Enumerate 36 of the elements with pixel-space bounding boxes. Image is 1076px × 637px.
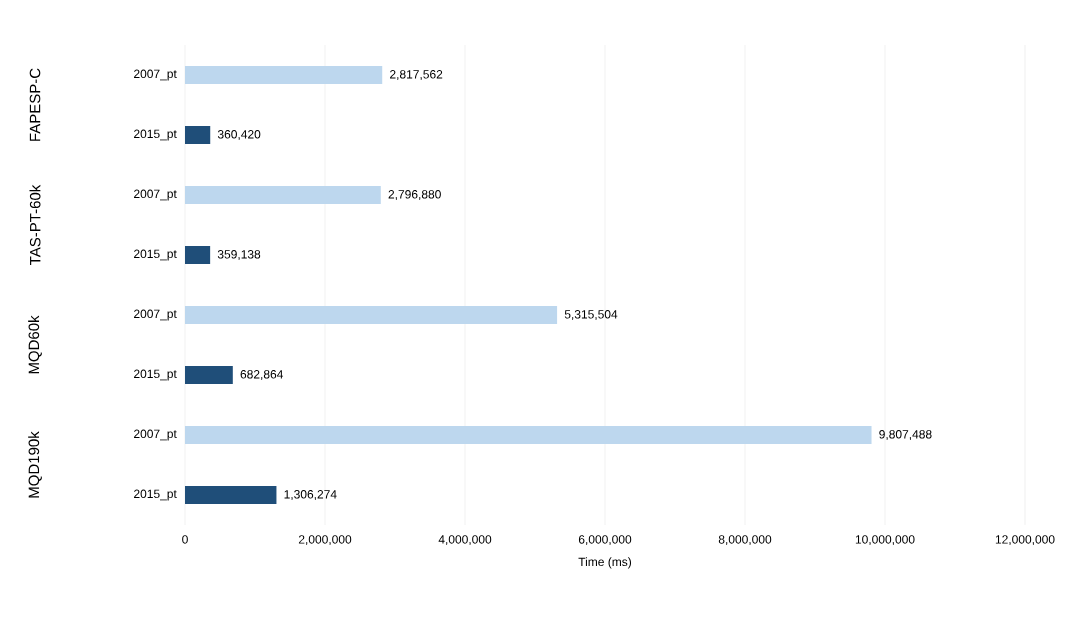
y-tick-label: 2015_pt xyxy=(134,489,177,501)
x-tick-label: 6,000,000 xyxy=(578,535,632,546)
bar xyxy=(185,66,383,84)
text: MQD60k xyxy=(28,315,42,374)
data-label: 9,807,488 xyxy=(879,430,932,440)
y-tick-label: 2015_pt xyxy=(134,249,177,261)
x-tick-label: 0 xyxy=(182,535,188,544)
data-label: 682,864 xyxy=(240,370,284,380)
data-label: 2,796,880 xyxy=(388,190,441,200)
bar xyxy=(185,485,277,504)
text: FAPESP-C xyxy=(29,68,41,141)
x-tick-label: 12,000,000 xyxy=(995,535,1055,546)
text: TAS-PT-60k xyxy=(29,184,41,265)
y-tick-label: 2007_pt xyxy=(134,69,177,81)
bar xyxy=(185,426,872,444)
data-label: 360,420 xyxy=(217,130,261,140)
x-tick-label: 2,000,000 xyxy=(298,535,352,546)
y-tick-label: 2007_pt xyxy=(134,189,177,201)
bar xyxy=(185,306,558,324)
x-axis-title: Time (ms) xyxy=(578,557,632,569)
x-tick-label: 8,000,000 xyxy=(718,535,772,546)
bar xyxy=(185,186,381,204)
text: MQD190k xyxy=(28,431,42,498)
data-label: 359,138 xyxy=(217,250,261,260)
y-tick-label: 2007_pt xyxy=(134,429,177,441)
y-tick-label: 2015_pt xyxy=(134,129,177,141)
data-label: 1,306,274 xyxy=(284,490,337,500)
bar xyxy=(185,126,211,144)
bar xyxy=(185,366,233,384)
y-tick-label: 2015_pt xyxy=(134,369,177,381)
data-label: 5,315,504 xyxy=(564,310,618,320)
x-tick-label: 4,000,000 xyxy=(438,535,492,546)
bar xyxy=(185,246,211,264)
x-tick-label: 10,000,000 xyxy=(855,535,915,546)
y-tick-label: 2007_pt xyxy=(134,309,177,321)
data-label: 2,817,562 xyxy=(390,70,443,80)
